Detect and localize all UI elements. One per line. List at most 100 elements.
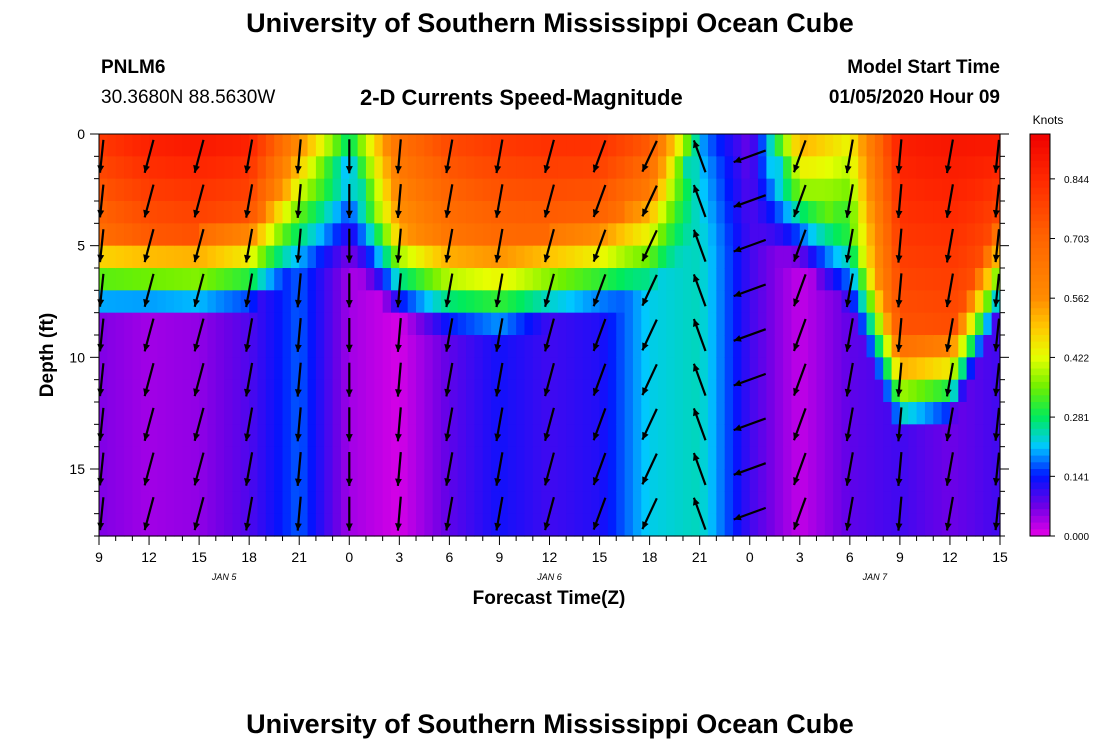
heatmap-cell <box>315 513 325 537</box>
heatmap-cell <box>591 268 601 291</box>
heatmap-cell <box>616 312 626 336</box>
heatmap-cell <box>966 491 976 515</box>
heatmap-cell <box>916 245 926 269</box>
heatmap-cell <box>549 446 559 470</box>
current-arrowhead <box>395 523 402 531</box>
heatmap-cell <box>941 223 951 247</box>
current-arrowhead <box>345 166 353 174</box>
heatmap-cell <box>424 201 434 224</box>
current-arrowhead <box>592 298 600 307</box>
heatmap-cell <box>115 312 125 336</box>
heatmap-cell <box>265 178 275 202</box>
heatmap-cell <box>390 290 400 314</box>
heatmap-cell <box>107 290 117 314</box>
heatmap-cell <box>507 513 517 537</box>
heatmap-cell <box>557 201 567 224</box>
heatmap-cell <box>182 201 192 224</box>
heatmap-cell <box>507 312 517 336</box>
x-tick-label: 12 <box>542 549 558 565</box>
heatmap-cell <box>349 223 359 247</box>
heatmap-cell <box>457 245 467 269</box>
heatmap-cell <box>741 156 751 180</box>
heatmap-cell <box>816 156 826 180</box>
heatmap-cell <box>232 424 242 448</box>
heatmap-cell <box>599 335 609 358</box>
heatmap-cell <box>733 335 742 358</box>
heatmap-cell <box>274 446 284 470</box>
heatmap-cell <box>332 223 342 247</box>
heatmap-cell <box>374 335 384 358</box>
heatmap-cell <box>207 491 217 515</box>
heatmap-cell <box>849 290 859 314</box>
heatmap-cell <box>983 223 993 247</box>
heatmap-cell <box>357 335 367 358</box>
heatmap-cell <box>516 223 526 247</box>
heatmap-cell <box>899 446 909 470</box>
heatmap-cell <box>824 357 834 381</box>
heatmap-cell <box>282 312 292 336</box>
heatmap-cell <box>532 424 542 448</box>
heatmap-cell <box>949 290 959 314</box>
heatmap-cell <box>808 134 818 157</box>
heatmap-cell <box>924 223 934 247</box>
heatmap-cell <box>566 335 576 358</box>
heatmap-cell <box>149 424 158 448</box>
heatmap-cell <box>382 245 392 269</box>
heatmap-cell <box>649 335 659 358</box>
heatmap-cell <box>708 245 717 269</box>
heatmap-cell <box>332 357 342 381</box>
colorbar-band <box>1030 154 1050 162</box>
heatmap-cell <box>449 312 459 336</box>
heatmap-cell <box>365 513 375 537</box>
heatmap-cell <box>399 446 409 470</box>
heatmap-cell <box>174 379 184 403</box>
heatmap-cell <box>657 379 667 403</box>
heatmap-cell <box>632 402 642 425</box>
heatmap-cell <box>365 178 375 202</box>
heatmap-cell <box>257 402 267 425</box>
heatmap-cell <box>966 312 976 336</box>
heatmap-cell <box>849 312 859 336</box>
current-arrowhead <box>793 387 800 396</box>
heatmap-cell <box>357 312 367 336</box>
heatmap-cell <box>107 513 117 537</box>
current-arrowhead <box>793 477 800 485</box>
heatmap-cell <box>432 357 442 381</box>
heatmap-cell <box>349 491 359 515</box>
colorbar-band <box>1030 482 1050 490</box>
heatmap-cell <box>616 357 626 381</box>
heatmap-cell <box>766 134 776 157</box>
heatmap-cell <box>357 290 367 314</box>
current-arrowhead <box>733 290 742 297</box>
heatmap-cell <box>407 491 417 515</box>
heatmap-cell <box>983 513 993 537</box>
heatmap-cell <box>240 223 250 247</box>
heatmap-cell <box>866 446 876 470</box>
heatmap-cell <box>99 513 108 537</box>
heatmap-cell <box>107 446 117 470</box>
heatmap-cell <box>624 335 634 358</box>
heatmap-cell <box>274 134 284 157</box>
heatmap-cell <box>324 178 334 202</box>
heatmap-cell <box>824 312 834 336</box>
current-arrowhead <box>693 408 700 417</box>
heatmap-cell <box>758 424 767 448</box>
heatmap-cell <box>224 513 234 537</box>
heatmap-cell <box>157 201 167 224</box>
heatmap-cell <box>407 156 417 180</box>
heatmap-cell <box>824 156 834 180</box>
current-arrowhead <box>294 165 302 174</box>
heatmap-cell <box>332 312 342 336</box>
heatmap-cell <box>190 446 200 470</box>
heatmap-cell <box>240 312 250 336</box>
current-arrowhead <box>444 210 452 218</box>
heatmap-cell <box>115 268 125 291</box>
current-arrowhead <box>693 140 700 149</box>
heatmap-cell <box>149 402 158 425</box>
heatmap-cell <box>165 178 175 202</box>
heatmap-cell <box>457 446 467 470</box>
heatmap-cell <box>841 268 851 291</box>
current-arrowhead <box>693 363 700 372</box>
heatmap-cell <box>682 134 692 157</box>
heatmap-cell <box>299 245 309 269</box>
